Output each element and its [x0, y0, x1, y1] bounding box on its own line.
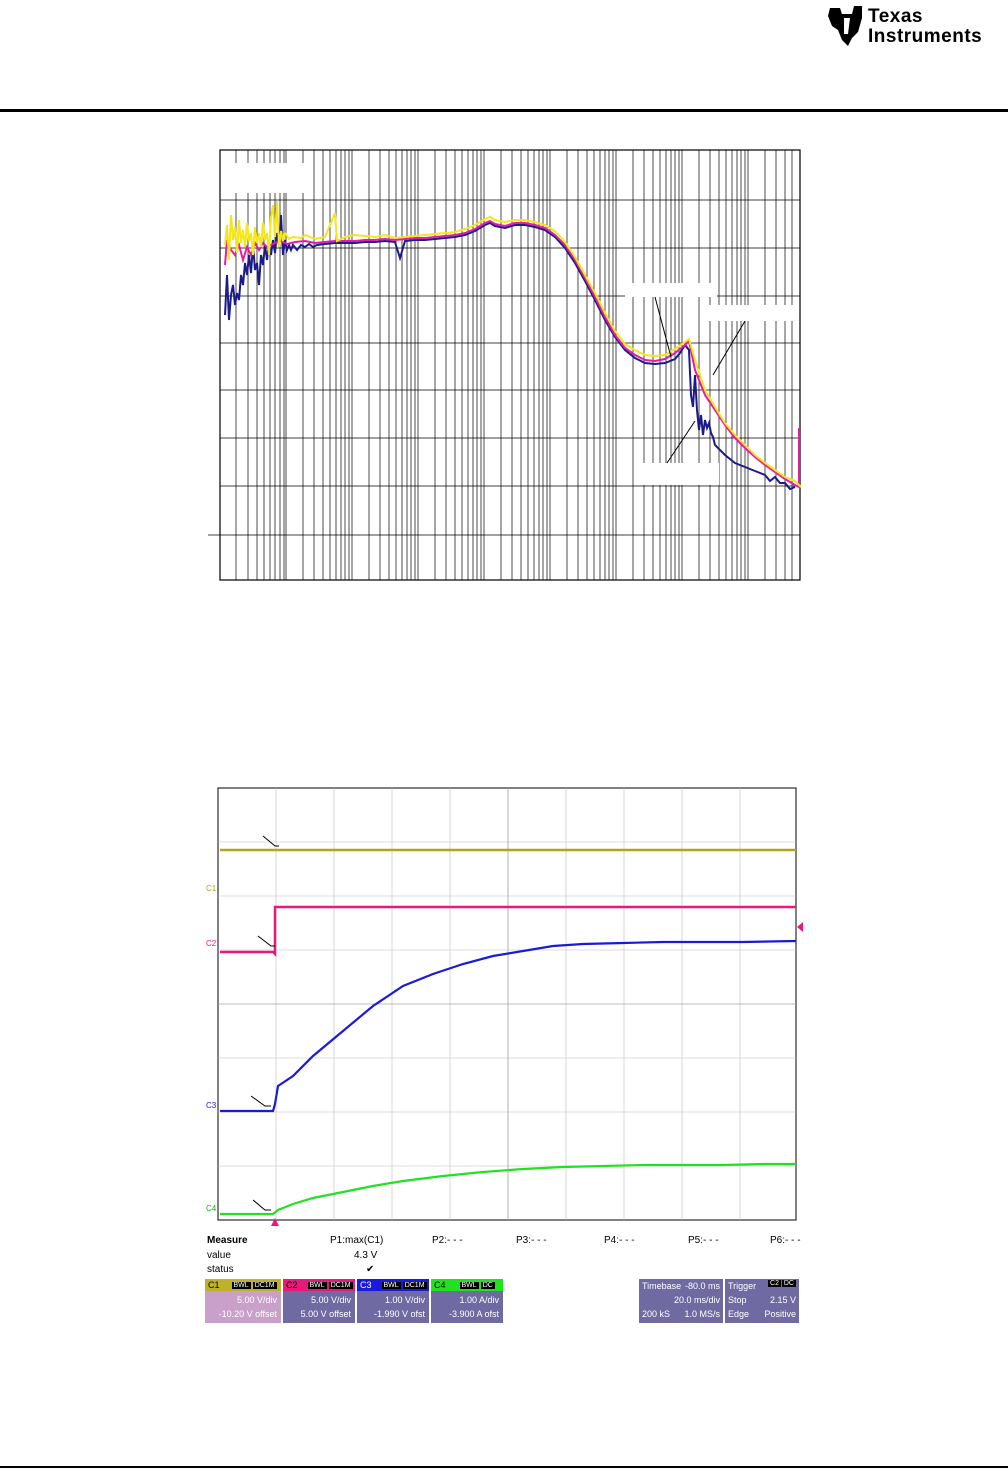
- annotation-box-2: [705, 305, 797, 321]
- trigger-label: Trigger: [728, 1281, 757, 1291]
- trigger-coupling: DC: [781, 1280, 796, 1287]
- channel-box-c4-tag1: BWL: [459, 1281, 479, 1289]
- timebase-delay: -80.0 ms: [684, 1281, 720, 1291]
- channel-box-c2-offset: 5.00 V offset: [300, 1309, 351, 1319]
- footer-rule: [0, 1466, 1008, 1468]
- measure-status-label: status: [207, 1264, 234, 1275]
- scope-center-ticks: [218, 788, 796, 1220]
- timebase-rate: 1.0 MS/s: [684, 1309, 720, 1319]
- measure-col-p5: P5:- - -: [688, 1235, 719, 1246]
- trigger-type: Edge: [728, 1309, 750, 1319]
- channel-label-c1: C1: [206, 884, 217, 893]
- timebase-samples: 200 kS: [642, 1309, 671, 1319]
- measure-col-p4: P4:- - -: [604, 1235, 635, 1246]
- trigger-level-marker: [797, 922, 803, 932]
- brand-line-2: Instruments: [868, 26, 983, 47]
- timebase-tdiv: 20.0 ms/div: [673, 1295, 720, 1305]
- channel-box-c1-offset: -10.20 V offset: [218, 1309, 277, 1319]
- trigger-position-marker: [271, 1218, 279, 1226]
- edge-markers: [250, 835, 279, 1211]
- channel-box-c1-tag2: DC1M: [252, 1281, 277, 1289]
- plot-grid: [208, 150, 800, 580]
- oscilloscope-capture: C1 C2 C3 C4: [206, 787, 803, 1226]
- trace-blue: [224, 214, 796, 491]
- brand-line-1: Texas: [868, 6, 923, 27]
- channel-box-c3-scale: 1.00 V/div: [384, 1295, 425, 1305]
- annotation-box-1: [625, 283, 717, 297]
- measure-col-p6: P6:- - -: [770, 1235, 801, 1246]
- trigger-mode: Stop: [728, 1295, 747, 1305]
- channel-label-c2: C2: [206, 939, 217, 948]
- timebase-box[interactable]: Timebase -80.0 ms 20.0 ms/div 200 kS 1.0…: [639, 1279, 723, 1323]
- trace-c3-blue: [220, 939, 797, 1113]
- channel-box-c4-scale: 1.00 A/div: [459, 1295, 499, 1305]
- channel-box-c3-tag2: DC1M: [402, 1281, 427, 1289]
- channel-box-c1-scale: 5.00 V/div: [236, 1295, 277, 1305]
- channel-box-c4-offset: -3.900 A ofst: [448, 1309, 499, 1319]
- measure-title: Measure: [207, 1235, 248, 1246]
- annotation-leaders: [654, 296, 746, 464]
- trigger-source: C2: [768, 1280, 781, 1287]
- channel-box-c3-offset: -1.990 V ofst: [373, 1309, 425, 1319]
- channel-box-c1-name: C1: [208, 1280, 220, 1290]
- annotation-box-3: [635, 463, 719, 485]
- channel-box-c4-name: C4: [434, 1280, 446, 1290]
- channel-box-c2-name: C2: [286, 1280, 298, 1290]
- channel-box-c3-name: C3: [360, 1280, 372, 1290]
- measure-col-p1: P1:max(C1): [330, 1235, 384, 1246]
- channel-box-c3[interactable]: C3 BWL DC1M 1.00 V/div -1.990 V ofst: [357, 1279, 429, 1323]
- measure-col-p2: P2:- - -: [432, 1235, 463, 1246]
- channel-box-c4[interactable]: C4 BWL DC 1.00 A/div -3.900 A ofst: [431, 1279, 503, 1323]
- measure-p1-value: 4.3 V: [354, 1250, 378, 1261]
- channel-box-c2-tag1: BWL: [307, 1281, 327, 1289]
- trace-c2-magenta: [220, 905, 796, 958]
- trigger-slope: Positive: [764, 1309, 796, 1319]
- measure-value-label: value: [207, 1250, 231, 1261]
- channel-box-c1-tag1: BWL: [231, 1281, 251, 1289]
- legend-box: [227, 163, 305, 193]
- channel-box-c2-tag2: DC1M: [328, 1281, 353, 1289]
- measure-p1-status: ✔: [366, 1264, 375, 1275]
- frequency-response-plot: [208, 149, 802, 581]
- channel-label-c3: C3: [206, 1101, 217, 1110]
- channel-box-c3-tag1: BWL: [381, 1281, 401, 1289]
- channel-box-c4-tag2: DC: [480, 1281, 495, 1289]
- channel-box-c2[interactable]: C2 BWL DC1M 5.00 V/div 5.00 V offset: [283, 1279, 355, 1323]
- channel-label-c4: C4: [206, 1204, 217, 1213]
- trigger-level: 2.15 V: [769, 1295, 796, 1305]
- header-rule: [0, 109, 1008, 112]
- measure-col-p3: P3:- - -: [516, 1235, 547, 1246]
- texas-instruments-logo-icon: [828, 6, 862, 46]
- timebase-label: Timebase: [642, 1281, 682, 1291]
- channel-box-c2-scale: 5.00 V/div: [310, 1295, 351, 1305]
- channel-box-c1[interactable]: C1 BWL DC1M 5.00 V/div -10.20 V offset: [205, 1279, 281, 1323]
- trigger-box[interactable]: Trigger C2 DC Stop 2.15 V Edge Positive: [725, 1279, 799, 1323]
- trace-c4-green: [220, 1162, 796, 1216]
